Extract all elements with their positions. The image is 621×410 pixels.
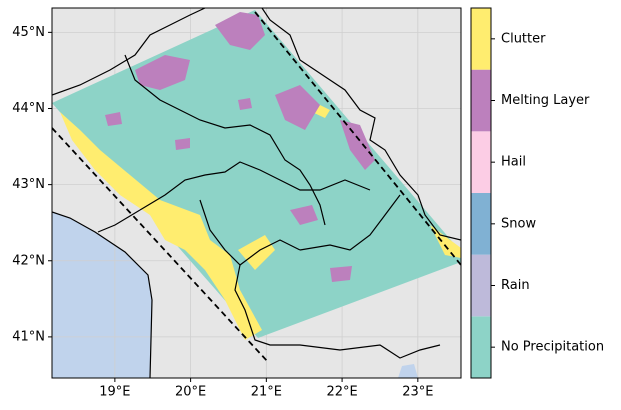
colorbar-label: Clutter: [501, 31, 546, 46]
colorbar-swatch: [471, 193, 491, 255]
y-tick-label: 43°N: [12, 177, 45, 192]
colorbar: No Precipitation Rain Snow Hail Melting Laye…: [470, 7, 604, 379]
colorbar-frame: [470, 7, 492, 379]
colorbar-label: Melting Layer: [501, 93, 590, 108]
colorbar-swatch: [471, 316, 491, 378]
lake: [398, 364, 418, 378]
colorbar-label: Rain: [501, 278, 530, 293]
x-tick-label: 19°E: [99, 385, 130, 400]
map-area: [52, 8, 461, 378]
colorbar-swatch: [471, 131, 491, 193]
colorbar-swatch: [471, 69, 491, 132]
x-tick-label: 23°E: [402, 385, 433, 400]
colorbar-swatch: [471, 254, 491, 317]
colorbar-label: Hail: [501, 155, 526, 170]
y-tick-label: 44°N: [12, 101, 45, 116]
y-tick-label: 41°N: [12, 329, 45, 344]
borders: [52, 8, 461, 378]
colorbar-swatch: [471, 8, 491, 70]
swath-limits: [52, 11, 461, 363]
y-tick-label: 42°N: [12, 253, 45, 268]
x-tick-label: 20°E: [175, 385, 206, 400]
colorbar-label: Snow: [501, 216, 536, 231]
colorbar-label: No Precipitation: [501, 340, 604, 355]
y-tick-label: 45°N: [12, 25, 45, 40]
x-tick-label: 21°E: [251, 385, 282, 400]
melting-layer-areas: [105, 12, 375, 282]
map-frame: [51, 7, 462, 379]
radar-swath: [52, 10, 461, 338]
x-tick-label: 22°E: [326, 385, 357, 400]
